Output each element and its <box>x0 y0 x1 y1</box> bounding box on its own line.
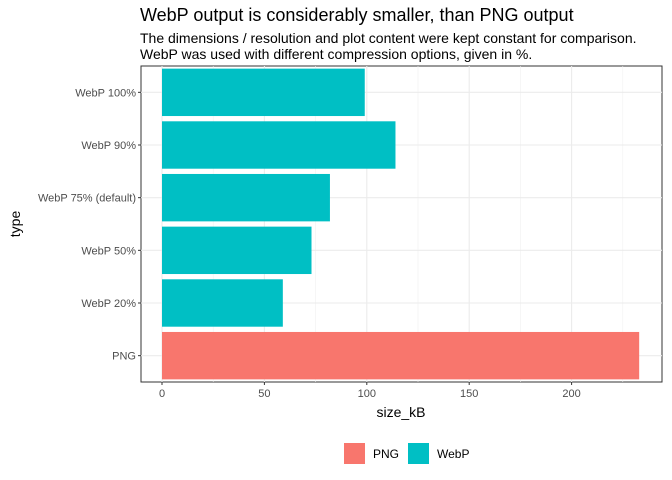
chart-subtitle: The dimensions / resolution and plot con… <box>140 30 637 62</box>
bar-webp-75-default <box>162 173 330 222</box>
x-tick-label: 50 <box>258 388 270 400</box>
y-tick-label: WebP 90% <box>81 140 136 152</box>
bar-webp-20 <box>162 279 283 327</box>
y-tick-label: PNG <box>112 351 136 363</box>
bar-webp-50 <box>162 226 312 275</box>
x-tick-label: 200 <box>562 388 580 400</box>
y-tick-label: WebP 20% <box>81 298 136 310</box>
y-axis-title: type <box>7 211 23 238</box>
legend-key-png <box>344 443 365 464</box>
bar-webp-90 <box>162 121 396 169</box>
y-axis: PNG WebP 20% WebP 50% WebP 75% (default) Web… <box>38 87 141 363</box>
x-tick-label: 150 <box>460 388 478 400</box>
x-axis: 0 50 100 150 200 <box>159 382 581 400</box>
legend-label-webp: WebP <box>437 447 469 461</box>
bar-png <box>162 331 640 380</box>
x-tick-label: 0 <box>159 388 165 400</box>
x-tick-label: 100 <box>358 388 376 400</box>
y-tick-label: WebP 100% <box>75 87 136 99</box>
y-tick-label: WebP 50% <box>81 245 136 257</box>
bar-webp-100 <box>162 68 365 117</box>
plot-panel <box>140 65 663 383</box>
x-axis-title: size_kB <box>376 404 425 420</box>
legend-key-webp <box>408 443 429 464</box>
subtitle-line-2: WebP was used with different compression… <box>140 46 533 62</box>
legend-label-png: PNG <box>373 447 399 461</box>
legend: PNG WebP <box>344 443 469 464</box>
subtitle-line-1: The dimensions / resolution and plot con… <box>140 30 637 46</box>
bars <box>162 68 640 380</box>
y-tick-label: WebP 75% (default) <box>38 193 136 205</box>
chart-title: WebP output is considerably smaller, tha… <box>140 5 574 25</box>
